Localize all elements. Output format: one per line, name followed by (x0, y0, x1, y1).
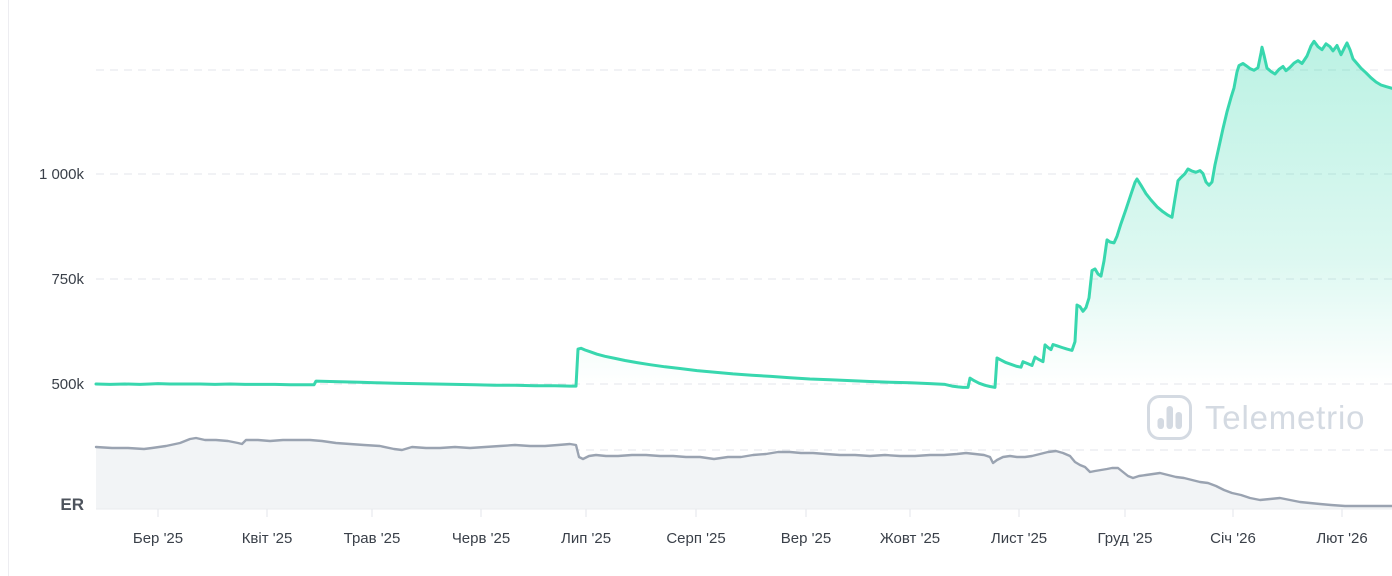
y-tick-label: 750k (51, 271, 84, 288)
y-tick-label: 1 000k (39, 166, 85, 183)
subscribers-series-line (94, 39, 1392, 389)
x-tick-label: Трав '25 (344, 530, 401, 547)
x-tick-label: Черв '25 (452, 530, 510, 547)
x-tick-label: Січ '26 (1210, 530, 1256, 547)
subscribers-series-area (96, 41, 1392, 390)
er-series-area (96, 438, 1392, 509)
er-axis-label: ER (60, 495, 84, 514)
x-tick-label: Вер '25 (781, 530, 831, 547)
x-tick-label: Бер '25 (133, 530, 183, 547)
x-tick-label: Квіт '25 (242, 530, 293, 547)
panel-left-border (8, 0, 9, 576)
x-tick-label: Груд '25 (1098, 530, 1153, 547)
x-tick-label: Лют '26 (1316, 530, 1367, 547)
x-tick-label: Жовт '25 (880, 530, 940, 547)
x-tick-label: Лип '25 (561, 530, 611, 547)
er-series-line (94, 436, 1392, 508)
y-tick-label: 500k (51, 376, 84, 393)
x-tick-label: Лист '25 (991, 530, 1047, 547)
x-tick-label: Серп '25 (666, 530, 725, 547)
